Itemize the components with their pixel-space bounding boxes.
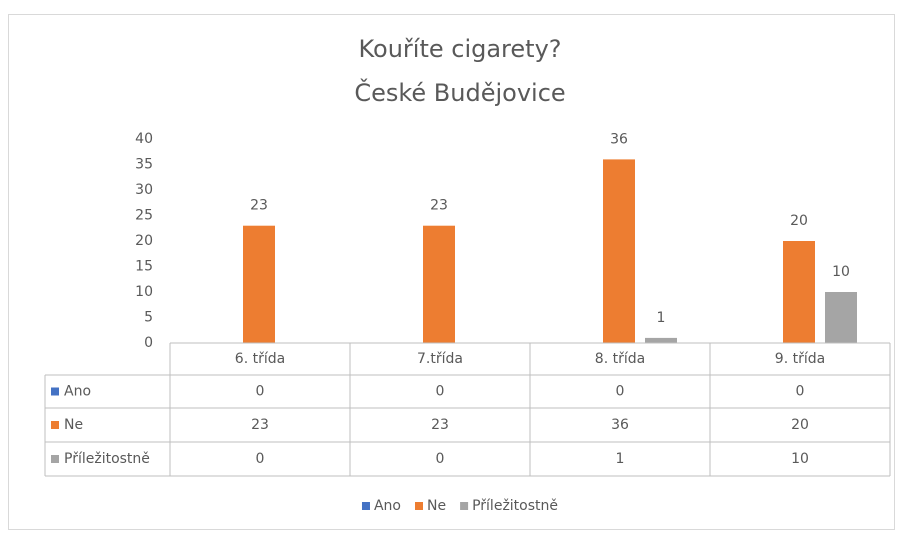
- legend-label: Ano: [374, 498, 401, 514]
- x-tick-label: 6. třída: [235, 351, 285, 367]
- bar: [825, 292, 857, 343]
- x-tick-label: 9. třída: [775, 351, 825, 367]
- bar: [783, 241, 815, 343]
- bar: [645, 337, 677, 343]
- bar: [603, 159, 635, 343]
- y-tick-label: 15: [135, 259, 153, 275]
- x-tick-label: 7.třída: [417, 351, 463, 367]
- table-cell: 10: [791, 451, 809, 467]
- table-cell: 0: [256, 451, 265, 467]
- data-label: 23: [250, 198, 268, 214]
- table-cell: 0: [436, 384, 445, 400]
- y-tick-label: 25: [135, 208, 153, 224]
- y-tick-label: 20: [135, 233, 153, 249]
- data-label: 10: [832, 264, 850, 280]
- data-label: 23: [430, 198, 448, 214]
- table-legend-key: [51, 387, 59, 396]
- table-row-label: Ne: [64, 417, 83, 433]
- x-tick-label: 8. třída: [595, 351, 645, 367]
- table-row-label: Příležitostně: [64, 451, 150, 467]
- bar: [423, 225, 455, 343]
- table-cell: 20: [791, 417, 809, 433]
- table-legend-key: [51, 455, 59, 463]
- legend-key: [460, 502, 469, 510]
- y-tick-label: 40: [135, 131, 153, 147]
- legend-label: Ne: [427, 498, 446, 514]
- table-cell: 0: [256, 384, 265, 400]
- chart-title: Kouříte cigarety?: [358, 35, 561, 63]
- data-label: 20: [790, 213, 808, 229]
- y-tick-label: 10: [135, 284, 153, 300]
- table-legend-key: [51, 421, 59, 429]
- bar: [243, 225, 275, 343]
- table-row-label: Ano: [64, 384, 91, 400]
- chart-frame: [8, 14, 895, 530]
- y-tick-label: 30: [135, 182, 153, 198]
- y-tick-label: 5: [144, 310, 153, 326]
- data-label: 1: [657, 310, 666, 326]
- data-label: 36: [610, 131, 628, 147]
- table-cell: 23: [251, 417, 269, 433]
- table-cell: 23: [431, 417, 449, 433]
- table-cell: 0: [616, 384, 625, 400]
- table-cell: 36: [611, 417, 629, 433]
- legend-key: [361, 502, 370, 510]
- chart-subtitle: České Budějovice: [354, 77, 565, 107]
- legend-key: [415, 502, 423, 510]
- table-cell: 0: [796, 384, 805, 400]
- legend-label: Příležitostně: [472, 498, 558, 514]
- y-tick-label: 35: [135, 157, 153, 173]
- y-tick-label: 0: [144, 335, 153, 351]
- table-cell: 0: [436, 451, 445, 467]
- table-cell: 1: [616, 451, 625, 467]
